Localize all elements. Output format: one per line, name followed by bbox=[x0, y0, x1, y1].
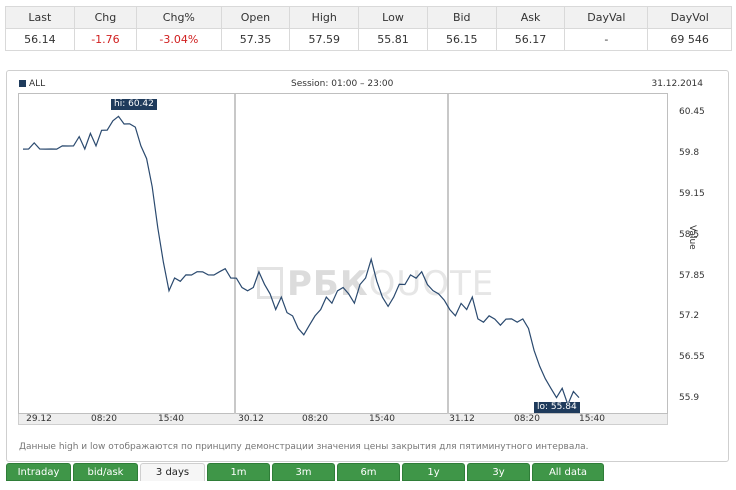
tab-6m[interactable]: 6m bbox=[337, 463, 400, 481]
quote-values-row: 56.14 -1.76 -3.04% 57.35 57.59 55.81 56.… bbox=[5, 28, 732, 51]
header-chg: Chg bbox=[73, 6, 138, 29]
price-chart bbox=[22, 94, 580, 415]
y-axis-title: Value bbox=[687, 225, 697, 250]
tab-intraday[interactable]: Intraday bbox=[6, 463, 71, 481]
header-bid: Bid bbox=[426, 6, 497, 29]
header-open: Open bbox=[220, 6, 291, 29]
footnote: Данные high и low отображаются по принци… bbox=[19, 442, 589, 452]
tab-1y[interactable]: 1y bbox=[402, 463, 465, 481]
plot-area[interactable]: РБКQUOTE hi: 60.42 lo: 55.84 bbox=[18, 93, 668, 415]
y-tick-label: 59.8 bbox=[679, 147, 700, 158]
hi-label: hi: 60.42 bbox=[111, 99, 157, 110]
day-separator bbox=[234, 94, 236, 415]
x-tick-label: 31.12 bbox=[449, 414, 475, 424]
value-high: 57.59 bbox=[289, 28, 360, 51]
header-dayval: DayVal bbox=[564, 6, 649, 29]
tab-3-days[interactable]: 3 days bbox=[140, 463, 205, 481]
x-tick-label: 08:20 bbox=[302, 414, 328, 424]
value-bid: 56.15 bbox=[426, 28, 497, 51]
value-dayvol: 69 546 bbox=[647, 28, 732, 51]
header-chg-pct: Chg% bbox=[136, 6, 222, 29]
header-ask: Ask bbox=[495, 6, 566, 29]
x-axis: 29.12 08:20 15:40 30.12 08:20 15:40 31.12 08:20… bbox=[18, 414, 668, 425]
quote-table: Last Chg Chg% Open High Low Bid Ask DayV… bbox=[5, 6, 732, 51]
y-tick-label: 57.85 bbox=[679, 270, 705, 281]
quote-header-row: Last Chg Chg% Open High Low Bid Ask DayV… bbox=[5, 6, 732, 29]
x-tick-label: 15:40 bbox=[369, 414, 395, 424]
x-tick-label: 30.12 bbox=[238, 414, 264, 424]
value-ask: 56.17 bbox=[495, 28, 566, 51]
tab-3m[interactable]: 3m bbox=[272, 463, 335, 481]
y-axis: 60.45 59.8 59.15 58.5 57.85 57.2 56.55 55.9 bbox=[669, 93, 719, 414]
y-tick-label: 58.5 bbox=[679, 229, 700, 240]
value-chg-pct: -3.04% bbox=[136, 28, 222, 51]
header-low: Low bbox=[358, 6, 428, 29]
tab-3y[interactable]: 3y bbox=[467, 463, 530, 481]
tab-all-data[interactable]: All data bbox=[532, 463, 604, 481]
x-tick-label: 15:40 bbox=[579, 414, 605, 424]
y-tick-label: 59.15 bbox=[679, 188, 705, 199]
header-last: Last bbox=[5, 6, 75, 29]
value-low: 55.81 bbox=[358, 28, 428, 51]
legend-square-icon bbox=[19, 80, 26, 87]
y-tick-label: 60.45 bbox=[679, 106, 705, 117]
value-chg: -1.76 bbox=[73, 28, 138, 51]
value-last: 56.14 bbox=[5, 28, 75, 51]
x-tick-label: 08:20 bbox=[514, 414, 540, 424]
tab-bid-ask[interactable]: bid/ask bbox=[73, 463, 138, 481]
y-tick-label: 55.9 bbox=[679, 393, 700, 404]
x-tick-label: 29.12 bbox=[26, 414, 52, 424]
legend-label: ALL bbox=[29, 79, 46, 89]
x-tick-label: 08:20 bbox=[91, 414, 117, 424]
lo-label: lo: 55.84 bbox=[534, 402, 580, 413]
x-tick-label: 15:40 bbox=[158, 414, 184, 424]
y-tick-label: 57.2 bbox=[679, 311, 700, 322]
price-series-line bbox=[22, 115, 580, 407]
period-tabs: Intraday bid/ask 3 days 1m 3m 6m 1y 3y A… bbox=[6, 463, 736, 483]
value-open: 57.35 bbox=[220, 28, 291, 51]
day-separator bbox=[447, 94, 449, 415]
header-dayvol: DayVol bbox=[647, 6, 732, 29]
date-label: 31.12.2014 bbox=[651, 79, 703, 89]
y-tick-label: 56.55 bbox=[679, 352, 705, 363]
session-label: Session: 01:00 – 23:00 bbox=[291, 79, 394, 89]
series-legend[interactable]: ALL bbox=[19, 79, 45, 89]
value-dayval: - bbox=[564, 28, 649, 51]
chart-header: ALL Session: 01:00 – 23:00 31.12.2014 bbox=[19, 77, 715, 91]
header-high: High bbox=[289, 6, 360, 29]
tab-1m[interactable]: 1m bbox=[207, 463, 270, 481]
chart-panel: ALL Session: 01:00 – 23:00 31.12.2014 РБ… bbox=[6, 70, 729, 462]
